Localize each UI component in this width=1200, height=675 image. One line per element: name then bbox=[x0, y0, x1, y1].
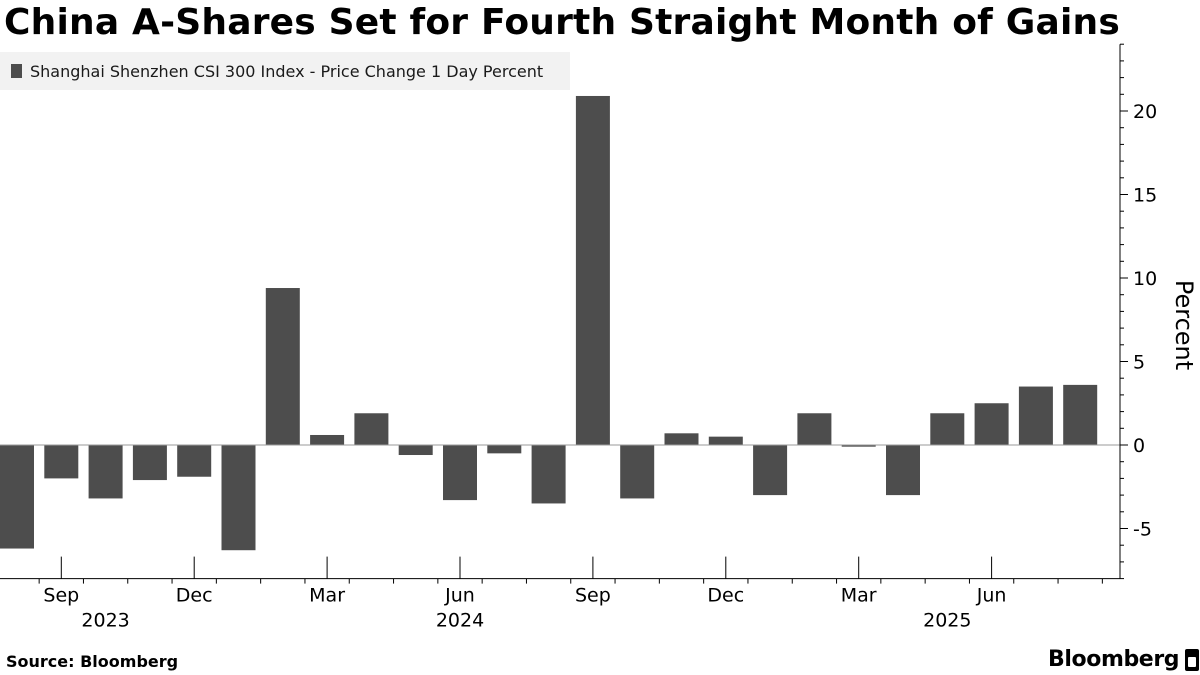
source-note: Source: Bloomberg bbox=[6, 652, 179, 671]
bar-2025-05 bbox=[930, 413, 965, 445]
bar-2024-09 bbox=[575, 95, 610, 445]
y-tick-label: 15 bbox=[1133, 185, 1157, 207]
bar-2025-08 bbox=[1063, 384, 1098, 445]
y-tick-label: 5 bbox=[1133, 352, 1145, 374]
bar-2023-10 bbox=[88, 445, 123, 499]
bar-2025-06 bbox=[974, 403, 1009, 445]
x-tick-label: Jun bbox=[976, 585, 1007, 607]
brand-logo: Bloomberg bbox=[1048, 647, 1200, 672]
x-year-label: 2024 bbox=[436, 610, 484, 632]
bar-2025-03 bbox=[841, 445, 876, 447]
bar-2024-02 bbox=[265, 288, 300, 445]
x-tick-label: Dec bbox=[707, 585, 744, 607]
bar-2023-09 bbox=[44, 445, 79, 479]
bar-2024-05 bbox=[398, 445, 433, 456]
x-year-label: 2025 bbox=[923, 610, 971, 632]
bar-2025-07 bbox=[1018, 386, 1053, 445]
terminal-icon bbox=[1185, 648, 1200, 671]
chart-title: China A-Shares Set for Fourth Straight M… bbox=[4, 2, 1121, 43]
bar-2024-08 bbox=[531, 445, 566, 504]
bar-2024-07 bbox=[487, 445, 522, 454]
brand-name: Bloomberg bbox=[1048, 647, 1180, 672]
x-tick-label: Mar bbox=[309, 585, 345, 607]
x-tick-label: Mar bbox=[841, 585, 877, 607]
bar-2025-01 bbox=[753, 445, 788, 496]
legend: Shanghai Shenzhen CSI 300 Index - Price … bbox=[0, 52, 570, 90]
bar-2024-04 bbox=[354, 413, 389, 445]
x-year-label: 2023 bbox=[81, 610, 129, 632]
bar-2024-06 bbox=[443, 445, 477, 501]
y-tick-label: 20 bbox=[1133, 101, 1157, 123]
bar-2024-10 bbox=[620, 445, 655, 499]
x-tick-label: Dec bbox=[176, 585, 213, 607]
bar-2024-12 bbox=[708, 436, 743, 445]
bar-2023-12 bbox=[177, 445, 212, 477]
x-tick-label: Jun bbox=[444, 585, 475, 607]
bar-2025-04 bbox=[886, 445, 920, 496]
y-tick-label: 10 bbox=[1133, 268, 1157, 290]
y-tick-label: 0 bbox=[1133, 435, 1145, 457]
x-tick-label: Sep bbox=[575, 585, 611, 607]
bar-2024-03 bbox=[310, 434, 345, 445]
x-tick-label: Sep bbox=[43, 585, 79, 607]
legend-label: Shanghai Shenzhen CSI 300 Index - Price … bbox=[30, 61, 544, 81]
bar-2023-11 bbox=[132, 445, 167, 481]
y-axis-title: Percent bbox=[1170, 280, 1198, 370]
bar-2023-08 bbox=[0, 445, 34, 549]
legend-swatch bbox=[11, 64, 22, 78]
bar-2024-11 bbox=[664, 433, 699, 445]
y-tick-label: -5 bbox=[1133, 519, 1152, 541]
bar-2025-02 bbox=[797, 413, 832, 445]
bar-2024-01 bbox=[221, 445, 256, 551]
